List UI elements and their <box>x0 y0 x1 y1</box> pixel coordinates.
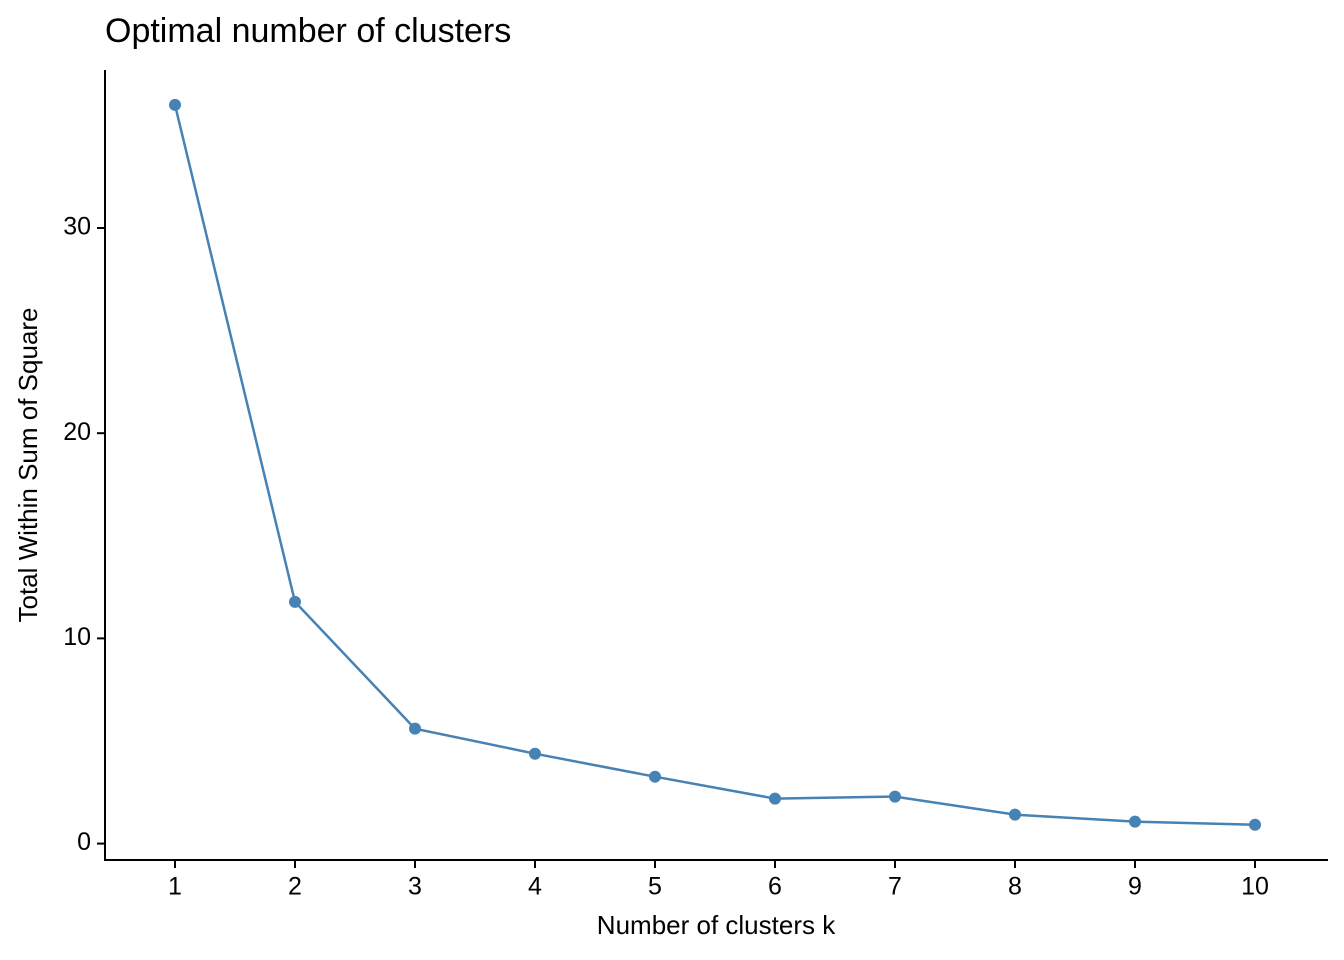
point <box>169 98 181 111</box>
point <box>1009 808 1021 821</box>
x-tick-label: 3 <box>408 873 422 901</box>
x-tick-label: 10 <box>1241 873 1269 901</box>
point <box>409 722 421 735</box>
series-line <box>173 104 1256 826</box>
x-tick-label: 9 <box>1128 873 1142 901</box>
x-tick-label: 6 <box>768 873 782 901</box>
x-tick-label: 1 <box>168 873 182 901</box>
point <box>889 790 901 803</box>
chart-title: Optimal number of clusters <box>105 12 511 50</box>
x-tick-label: 8 <box>1008 873 1022 901</box>
y-tick-label: 30 <box>63 213 91 241</box>
y-axis-title: Total Within Sum of Square <box>13 307 43 622</box>
y-tick-label: 10 <box>63 623 91 651</box>
y-tick-label: 20 <box>63 418 91 446</box>
x-axis-title: Number of clusters k <box>597 910 836 940</box>
x-tick-label: 7 <box>888 873 902 901</box>
x-tick-label: 2 <box>288 873 302 901</box>
point <box>529 747 541 760</box>
y-tick-label: 0 <box>77 828 91 856</box>
x-tick-label: 4 <box>528 873 542 901</box>
point <box>1249 818 1261 831</box>
point <box>289 595 301 608</box>
x-tick-label: 5 <box>648 873 662 901</box>
point <box>649 770 661 783</box>
point <box>769 792 781 805</box>
point <box>1129 815 1141 828</box>
